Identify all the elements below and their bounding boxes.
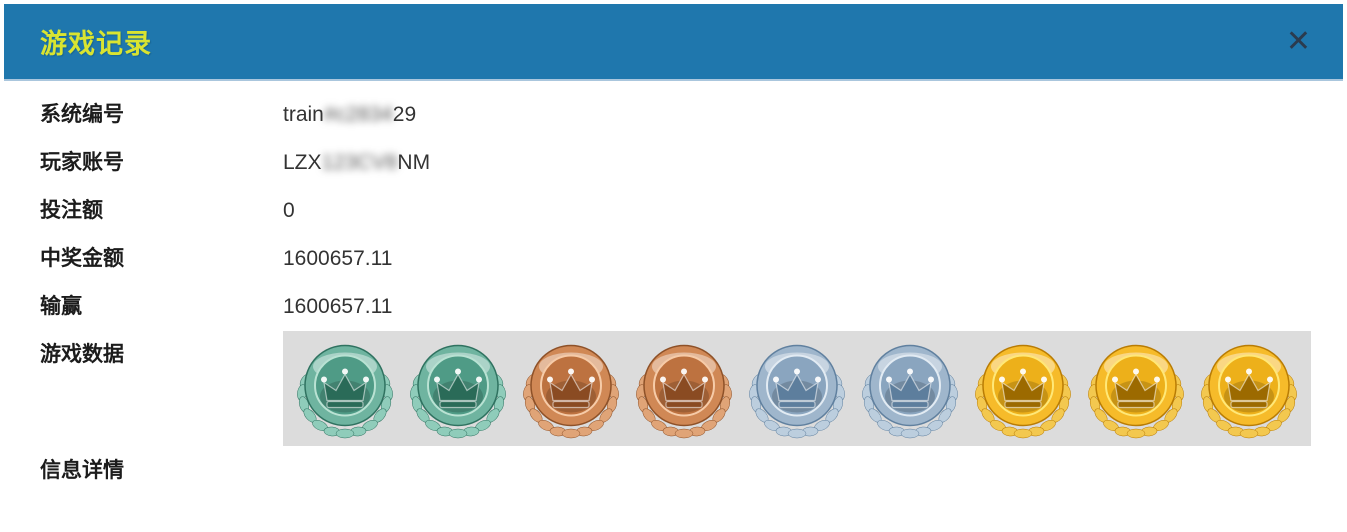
row-winning-amount: 中奖金额 1600657.11 [0,235,1347,283]
row-bet-amount: 投注额 0 [0,187,1347,235]
modal-body: 系统编号 train#c283429 玩家账号 LZX123CV8NM 投注额 … [0,81,1347,495]
crown-medal-icon [1199,336,1299,441]
laurel-wreath [862,373,958,439]
row-label: 输赢 [40,295,82,318]
row-label: 系统编号 [40,103,124,126]
row-win-loss: 输赢 1600657.11 [0,283,1347,331]
value-blurred: #c2834 [323,103,393,126]
game-record-modal: 游戏记录 ✕ 系统编号 train#c283429 玩家账号 LZX123CV8… [0,4,1347,495]
value-blurred: 123CV8 [321,151,398,174]
row-system-id: 系统编号 train#c283429 [0,91,1347,139]
row-label: 玩家账号 [40,151,124,174]
row-value: 0 [283,199,295,222]
modal-header: 游戏记录 ✕ [4,4,1343,81]
row-value: train#c283429 [283,91,416,139]
row-value: 1600657.11 [283,295,393,318]
row-game-data: 游戏数据 [0,331,1347,446]
crown-medal-icon [973,336,1073,441]
laurel-wreath [636,373,732,439]
modal-title: 游戏记录 [40,29,152,59]
row-info-details: 信息详情 [0,446,1347,495]
row-label: 游戏数据 [40,343,124,366]
value-suffix: NM [397,151,431,174]
game-data-medals [283,331,1311,446]
value-prefix: train [283,103,324,126]
row-label: 中奖金额 [40,247,124,270]
close-icon[interactable]: ✕ [1285,24,1311,58]
crown-medal-icon [1086,336,1186,441]
value-suffix: 29 [392,103,417,126]
crown-medal-icon [860,336,960,441]
crown-medal-icon [408,336,508,441]
crown-medal-icon [521,336,621,441]
row-value: LZX123CV8NM [283,139,430,187]
row-value: 1600657.11 [283,247,393,270]
value-prefix: LZX [283,151,322,174]
crown-medal-icon [295,336,395,441]
crown-medal-icon [747,336,847,441]
crown-medal-icon [634,336,734,441]
row-label: 信息详情 [40,459,124,482]
row-player-account: 玩家账号 LZX123CV8NM [0,139,1347,187]
row-label: 投注额 [40,199,103,222]
